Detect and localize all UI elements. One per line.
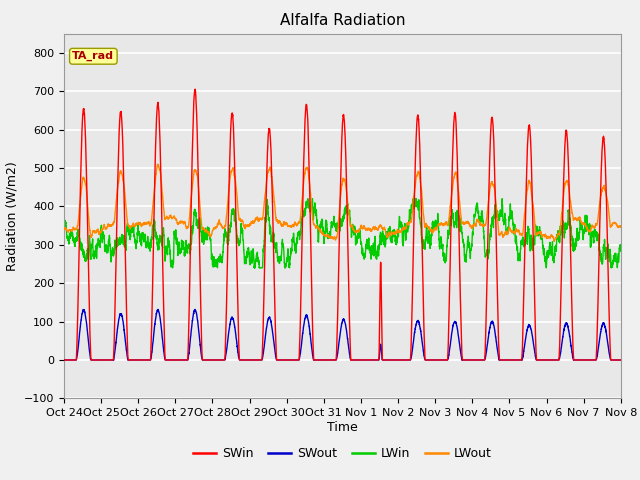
Legend: SWin, SWout, LWin, LWout: SWin, SWout, LWin, LWout xyxy=(188,442,497,465)
Y-axis label: Radiation (W/m2): Radiation (W/m2) xyxy=(5,161,19,271)
Text: TA_rad: TA_rad xyxy=(72,51,115,61)
Title: Alfalfa Radiation: Alfalfa Radiation xyxy=(280,13,405,28)
X-axis label: Time: Time xyxy=(327,421,358,434)
